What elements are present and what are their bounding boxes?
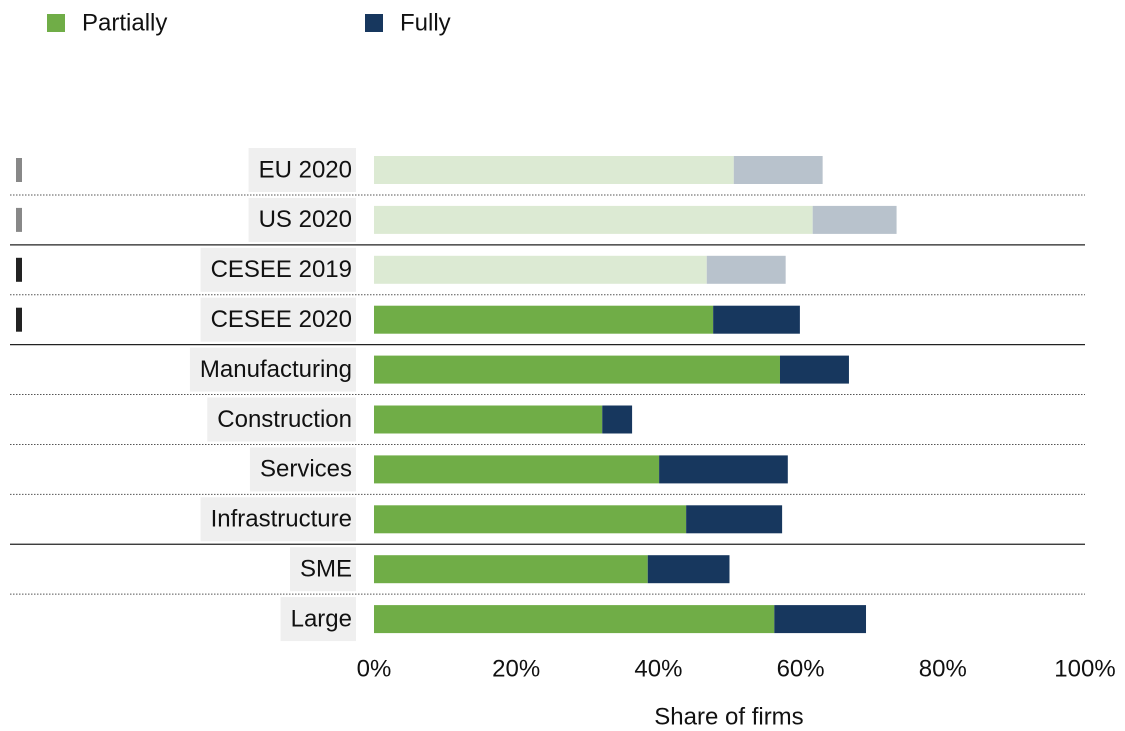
- bar-segment: [812, 205, 897, 234]
- category-label: Services: [260, 456, 352, 483]
- legend-label: Partially: [82, 9, 167, 36]
- category-label-bg: [207, 397, 356, 442]
- bar-segment: [602, 405, 633, 434]
- category-label: CESEE 2020: [211, 306, 352, 333]
- bar-segment: [686, 505, 783, 534]
- category-label: US 2020: [259, 206, 352, 233]
- x-tick-label: 40%: [634, 655, 682, 682]
- bar-segment: [659, 455, 788, 484]
- group-marker: [16, 207, 22, 232]
- bar-segment: [733, 156, 823, 184]
- category-label-bg: [289, 547, 356, 592]
- category-label: Large: [291, 605, 352, 632]
- category-label-bg: [200, 247, 356, 292]
- group-marker: [16, 307, 22, 332]
- bar-segment: [779, 355, 849, 384]
- bar-segment: [706, 255, 786, 284]
- bar-segment: [374, 605, 775, 634]
- bar-segment: [774, 605, 867, 634]
- category-label-bg: [248, 148, 356, 192]
- bar-segment: [374, 255, 707, 284]
- bar-segment: [374, 505, 687, 534]
- legend-swatch: [365, 14, 383, 32]
- category-label-bg: [200, 297, 356, 342]
- bar-segment: [647, 555, 730, 584]
- bar-segment: [374, 455, 660, 484]
- bar-segment: [374, 205, 813, 234]
- category-label: EU 2020: [259, 156, 352, 183]
- group-marker: [16, 158, 22, 182]
- bar-segment: [374, 355, 780, 384]
- category-label: SME: [300, 556, 352, 583]
- category-label-bg: [280, 597, 356, 642]
- category-label-bg: [248, 197, 356, 242]
- x-tick-label: 100%: [1054, 655, 1115, 682]
- bar-segment: [374, 405, 603, 434]
- bar-segment: [374, 156, 734, 184]
- category-label: Construction: [217, 406, 352, 433]
- x-tick-label: 60%: [777, 655, 825, 682]
- group-marker: [16, 257, 22, 282]
- bar-segment: [374, 555, 648, 584]
- legend-label: Fully: [400, 9, 451, 36]
- x-axis-title: Share of firms: [654, 703, 803, 730]
- category-label: Infrastructure: [211, 506, 352, 533]
- bar-segment: [374, 305, 714, 334]
- bar-segment: [713, 305, 800, 334]
- x-tick-label: 0%: [357, 655, 392, 682]
- category-label-bg: [189, 347, 356, 392]
- category-label: Manufacturing: [200, 356, 352, 383]
- category-label-bg: [200, 497, 356, 542]
- category-label-bg: [249, 447, 356, 492]
- legend-swatch: [47, 14, 65, 32]
- x-tick-label: 80%: [919, 655, 967, 682]
- x-tick-label: 20%: [492, 655, 540, 682]
- category-label: CESEE 2019: [211, 256, 352, 283]
